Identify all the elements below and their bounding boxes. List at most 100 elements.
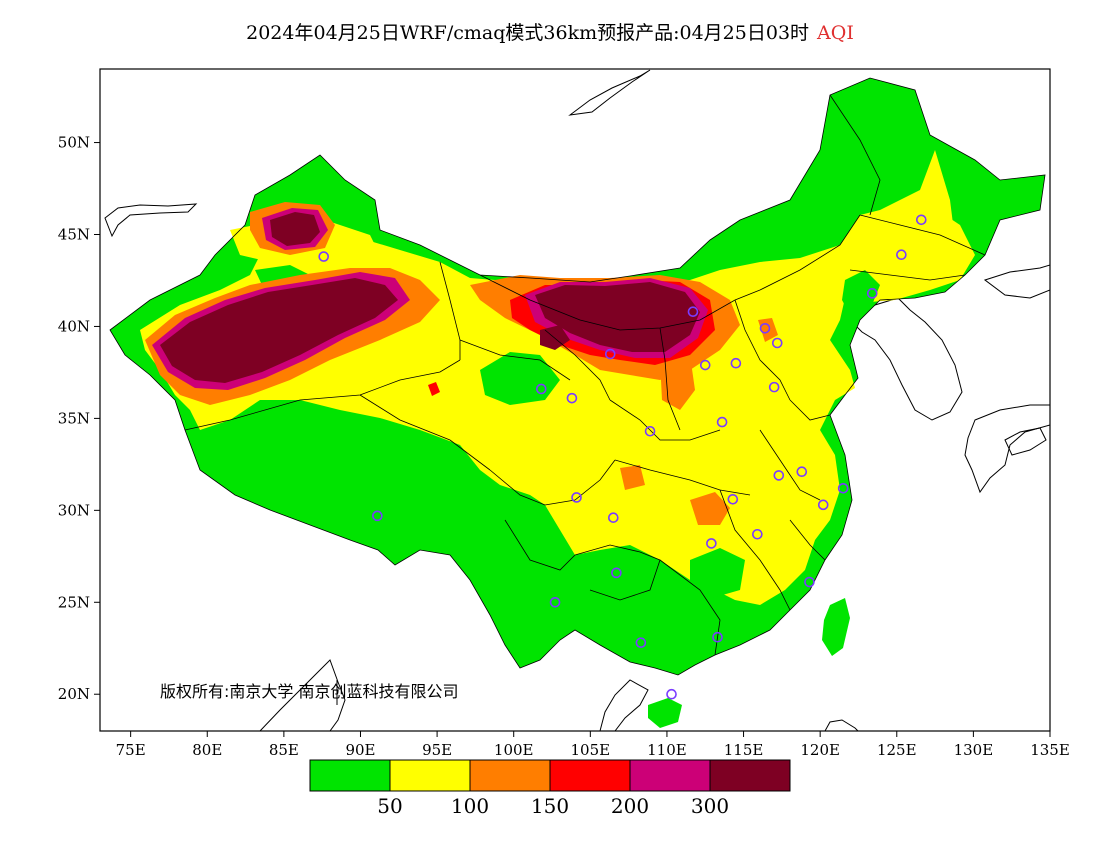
national-boundary — [109, 77, 1046, 676]
title-main: 2024年04月25日WRF/cmaq模式36km预报产品:04月25日03时 — [246, 22, 810, 44]
copyright-text: 版权所有:南京大学 南京创蓝科技有限公司 — [160, 682, 458, 701]
lon-tick-label: 80E — [192, 741, 222, 759]
city-marker — [712, 631, 723, 643]
city-marker — [804, 576, 815, 588]
aqi-field-usg-hunan — [620, 465, 645, 490]
boundary-gansu-neimeng — [544, 329, 611, 401]
boundary-zhejiang-fujian — [789, 519, 826, 561]
city-marker — [535, 383, 547, 395]
legend-swatch — [389, 759, 471, 792]
lat-tick-label: 45N — [58, 226, 90, 244]
lon-tick-label: 110E — [647, 741, 687, 759]
city-marker — [915, 214, 927, 226]
boundary-jiangsu-anhui — [759, 429, 821, 501]
city-marker — [716, 416, 728, 428]
aqi-field-unhealthy-qaidam — [428, 382, 440, 396]
lat-tick-label: 35N — [58, 409, 90, 427]
boundary-jilin-liaoning — [849, 269, 966, 281]
legend-swatch — [309, 759, 391, 792]
boundary-inner-mongolia-south — [479, 214, 861, 331]
lon-tick-label: 135E — [1030, 741, 1070, 759]
lon-tick-label: 115E — [724, 741, 764, 759]
city-marker — [727, 493, 739, 505]
aqi-field-hainan — [648, 698, 682, 728]
legend-label: 150 — [531, 794, 569, 818]
city-marker — [866, 288, 878, 299]
map-title: 2024年04月25日WRF/cmaq模式36km预报产品:04月25日03时 A… — [0, 18, 1100, 45]
city-marker — [773, 470, 785, 481]
aqi-field-good-inner-3 — [690, 548, 745, 598]
legend-label: 50 — [377, 794, 402, 818]
coastline-indochina — [259, 659, 346, 731]
boundary-jiangxi — [719, 489, 791, 611]
coastline-sakhalin-tip — [568, 69, 651, 116]
legend-label: 300 — [691, 794, 729, 818]
city-marker — [571, 492, 582, 503]
lon-tick-label: 75E — [116, 741, 146, 759]
city-marker — [896, 249, 907, 261]
legend-swatch — [469, 759, 551, 792]
lat-tick-label: 30N — [58, 501, 90, 519]
boundary-qinghai-gansu — [459, 339, 571, 381]
map-plot-area: 版权所有:南京大学 南京创蓝科技有限公司 — [104, 69, 1050, 731]
boundary-sichuan — [489, 459, 616, 506]
longitude-axis: 75E 80E 85E 90E 95E 100E 105E 110E 115E 120E 125E 1… — [116, 731, 1070, 759]
lon-tick-label: 95E — [422, 741, 452, 759]
city-marker — [771, 337, 783, 349]
boundary-inner-mongolia-heilongjiang — [829, 94, 881, 216]
boundary-shanxi — [659, 327, 681, 431]
lon-tick-label: 100E — [494, 741, 534, 759]
aqi-field-taiwan — [822, 598, 850, 656]
boundary-xinjiang-gansu — [439, 261, 461, 360]
city-marker — [566, 392, 578, 404]
boundary-qinghai-tibet — [359, 394, 491, 471]
coastline-japan-shikoku — [1004, 427, 1047, 456]
lon-tick-label: 120E — [800, 741, 840, 759]
lat-tick-label: 20N — [58, 685, 90, 703]
title-variable: AQI — [817, 22, 854, 44]
legend-label: 100 — [451, 794, 489, 818]
boundary-hebei — [734, 299, 791, 401]
city-markers — [318, 214, 927, 700]
aqi-field-hazardous-tarim — [160, 278, 398, 383]
latitude-axis: 20N 25N 30N 35N 40N 45N 50N — [58, 134, 100, 703]
boundary-guangxi-guangdong — [659, 559, 721, 656]
city-marker — [730, 357, 742, 369]
lat-tick-label: 50N — [58, 134, 90, 152]
lat-tick-label: 40N — [58, 317, 90, 335]
coastline-vietnam — [599, 679, 649, 731]
city-marker — [817, 499, 829, 511]
city-marker — [608, 512, 619, 523]
city-marker — [759, 322, 771, 334]
aqi-field-usg-ordos — [660, 355, 695, 410]
aqi-field-good-inner-2 — [330, 430, 420, 480]
boundary-henan-shaanxi — [609, 399, 721, 441]
city-marker — [768, 381, 780, 393]
boundary-yunnan-sichuan — [504, 519, 576, 571]
city-marker — [687, 306, 699, 318]
legend-swatch — [549, 759, 631, 792]
aqi-field-hazardous-gobi — [535, 282, 700, 352]
coastline-japan-kyushu — [964, 404, 1050, 494]
city-marker — [318, 251, 330, 262]
boundary-shandong — [789, 399, 831, 421]
city-marker — [796, 466, 808, 478]
city-marker — [666, 688, 677, 700]
aqi-legend: 50 100 150 200 300 — [309, 759, 791, 818]
boundary-hunan-hubei — [614, 459, 751, 496]
lon-tick-label: 125E — [877, 741, 917, 759]
lon-tick-label: 90E — [345, 741, 375, 759]
boundary-heilongjiang-jilin — [859, 214, 986, 256]
city-marker — [706, 538, 717, 549]
legend-swatch — [629, 759, 711, 792]
coastline-luzon — [824, 719, 859, 731]
lat-tick-label: 25N — [58, 593, 90, 611]
legend-swatch — [709, 759, 791, 792]
aqi-field-usg-hubei — [690, 492, 730, 525]
city-marker — [604, 348, 616, 360]
city-marker — [752, 528, 763, 540]
lon-tick-label: 130E — [954, 741, 994, 759]
city-marker — [837, 482, 849, 494]
coastline-lake-balkhash — [104, 203, 198, 238]
